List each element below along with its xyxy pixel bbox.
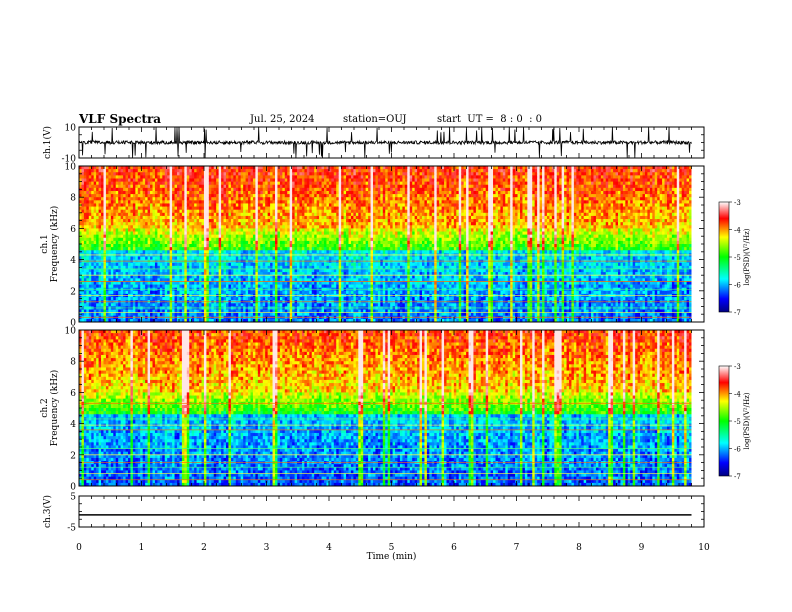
x-tick-label: 7 (514, 543, 520, 553)
y-tick-label: 4 (70, 420, 76, 430)
y-tick-label: 5 (70, 493, 76, 503)
y-tick-label: 8 (70, 194, 76, 204)
ch2-spectrogram-cells (79, 330, 704, 487)
ch2-colorbar-tick-label: -3 (734, 363, 741, 371)
x-tick-label: 0 (76, 543, 82, 553)
ch1-ylabel: ch.1(V) (42, 126, 53, 159)
y-tick-label: 10 (65, 124, 77, 134)
x-tick-label: 8 (576, 543, 582, 553)
ch2-colorbar-tick-label: -4 (734, 391, 741, 399)
ch2-colorbar-tick-label: -7 (734, 473, 741, 481)
ch1-ylabel-prefix: ch.1 (40, 234, 50, 253)
ch1-colorbar-tick-label: -4 (734, 227, 741, 235)
ch3-ylabel: ch.3(V) (42, 495, 53, 528)
y-tick-label: 10 (65, 327, 77, 337)
x-tick-label: 6 (451, 543, 457, 553)
y-tick-label: 2 (70, 451, 76, 461)
y-tick-label: 0 (70, 319, 76, 329)
date-label: Jul. 25, 2024 (250, 114, 315, 125)
x-tick-label: 10 (698, 543, 710, 553)
ch1-spectrogram-cells (79, 166, 704, 323)
y-tick-label: 6 (70, 389, 76, 399)
x-tick-label: 9 (639, 543, 645, 553)
y-tick-label: 2 (70, 287, 76, 297)
x-axis-label: Time (min) (367, 551, 417, 562)
y-tick-label: -5 (67, 524, 76, 534)
x-tick-label: 2 (201, 543, 207, 553)
ch1-colorbar-label: log(PSD)(V²/Hz) (743, 228, 751, 285)
start-time-label: start UT = 8 : 0 : 0 (437, 114, 542, 125)
y-tick-label: 10 (65, 163, 77, 173)
ch1-colorbar-tick-label: -6 (734, 282, 741, 290)
y-tick-label: 4 (70, 256, 76, 266)
y-tick-label: 8 (70, 358, 76, 368)
x-tick-label: 5 (389, 543, 395, 553)
ch1-colorbar-tick-label: -5 (734, 254, 741, 262)
ch2-colorbar-tick-label: -6 (734, 446, 741, 454)
ch1-colorbar-bar (718, 201, 730, 313)
ch2-colorbar-tick-label: -5 (734, 418, 741, 426)
ch1-freq-label: Frequency (kHz) (49, 206, 60, 283)
ch2-colorbar-bar (718, 365, 730, 477)
ch2-freq-label: Frequency (kHz) (49, 370, 60, 447)
ch1-waveform-line (78, 126, 692, 159)
chart-title: VLF Spectra (79, 112, 161, 126)
y-tick-label: 6 (70, 225, 76, 235)
x-tick-label: 4 (326, 543, 332, 553)
y-tick-label: 0 (70, 483, 76, 493)
ch2-colorbar-label: log(PSD)(V²/Hz) (743, 392, 751, 449)
ch1-colorbar-tick-label: -7 (734, 309, 741, 317)
y-tick-label: -10 (62, 155, 77, 165)
station-label: station=OUJ (343, 114, 407, 125)
ch1-colorbar-tick-label: -3 (734, 199, 741, 207)
x-tick-label: 1 (139, 543, 145, 553)
x-tick-label: 3 (264, 543, 270, 553)
ch2-ylabel-prefix: ch.2 (40, 398, 50, 417)
